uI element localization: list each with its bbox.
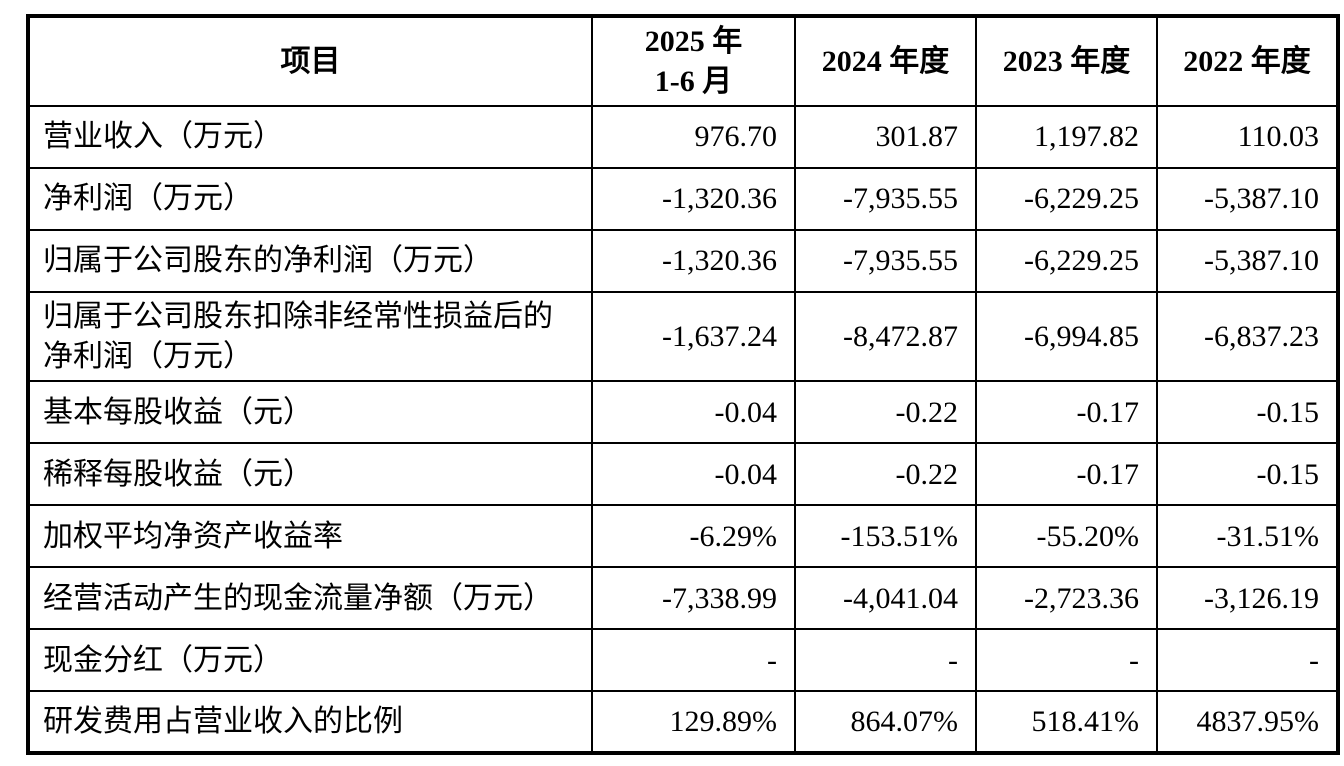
cell-value: -1,320.36: [591, 229, 796, 294]
cell-value: -0.22: [794, 380, 977, 445]
row-label: 稀释每股收益（元）: [27, 442, 593, 507]
cell-value: -0.04: [591, 442, 796, 507]
cell-value: -1,320.36: [591, 167, 796, 232]
row-label: 现金分红（万元）: [27, 628, 593, 693]
cell-value: -0.04: [591, 380, 796, 445]
cell-value: -153.51%: [794, 504, 977, 569]
cell-value: -31.51%: [1156, 504, 1339, 569]
table-row-net-profit-excl-nonrecurring: 归属于公司股东扣除非经常性损益后的净利润（万元） -1,637.24 -8,47…: [27, 291, 1339, 383]
cell-value: -5,387.10: [1156, 229, 1339, 294]
cell-value: -6,229.25: [975, 167, 1158, 232]
cell-value: -0.17: [975, 380, 1158, 445]
table-row-diluted-eps: 稀释每股收益（元） -0.04 -0.22 -0.17 -0.15: [27, 442, 1339, 507]
cell-value: -7,338.99: [591, 566, 796, 631]
cell-value: -2,723.36: [975, 566, 1158, 631]
cell-value: -5,387.10: [1156, 167, 1339, 232]
cell-value: -6,837.23: [1156, 291, 1339, 383]
table-row-weighted-avg-roe: 加权平均净资产收益率 -6.29% -153.51% -55.20% -31.5…: [27, 504, 1339, 569]
cell-value: 976.70: [591, 105, 796, 170]
table-row-net-profit-to-shareholders: 归属于公司股东的净利润（万元） -1,320.36 -7,935.55 -6,2…: [27, 229, 1339, 294]
table-row-operating-revenue: 营业收入（万元） 976.70 301.87 1,197.82 110.03: [27, 105, 1339, 170]
financial-indicators-table: 项目 2025 年 1-6 月 2024 年度 2023 年度 2022 年度 …: [26, 14, 1340, 756]
row-label: 加权平均净资产收益率: [27, 504, 593, 569]
cell-value: 110.03: [1156, 105, 1339, 170]
table-row-cash-dividend: 现金分红（万元） - - - -: [27, 628, 1339, 693]
cell-value: -4,041.04: [794, 566, 977, 631]
cell-value: -0.22: [794, 442, 977, 507]
cell-value: 301.87: [794, 105, 977, 170]
cell-value: -7,935.55: [794, 167, 977, 232]
cell-value: -0.15: [1156, 442, 1339, 507]
cell-value: 864.07%: [794, 690, 977, 755]
row-label: 营业收入（万元）: [27, 105, 593, 170]
row-label: 基本每股收益（元）: [27, 380, 593, 445]
cell-value: -8,472.87: [794, 291, 977, 383]
cell-value: -0.17: [975, 442, 1158, 507]
row-label: 净利润（万元）: [27, 167, 593, 232]
row-label: 研发费用占营业收入的比例: [27, 690, 593, 755]
column-header-2023: 2023 年度: [975, 14, 1158, 108]
cell-value: -: [1156, 628, 1339, 693]
cell-value: 1,197.82: [975, 105, 1158, 170]
cell-value: 129.89%: [591, 690, 796, 755]
column-header-2022: 2022 年度: [1156, 14, 1339, 108]
cell-value: 518.41%: [975, 690, 1158, 755]
cell-value: -: [591, 628, 796, 693]
table-row-net-profit: 净利润（万元） -1,320.36 -7,935.55 -6,229.25 -5…: [27, 167, 1339, 232]
table-row-rd-expense-ratio: 研发费用占营业收入的比例 129.89% 864.07% 518.41% 483…: [27, 690, 1339, 755]
financial-indicators-table-wrap: 项目 2025 年 1-6 月 2024 年度 2023 年度 2022 年度 …: [26, 14, 1340, 756]
cell-value: -6.29%: [591, 504, 796, 569]
cell-value: -7,935.55: [794, 229, 977, 294]
cell-value: -: [975, 628, 1158, 693]
cell-value: -6,994.85: [975, 291, 1158, 383]
table-row-basic-eps: 基本每股收益（元） -0.04 -0.22 -0.17 -0.15: [27, 380, 1339, 445]
cell-value: -1,637.24: [591, 291, 796, 383]
table-header-row: 项目 2025 年 1-6 月 2024 年度 2023 年度 2022 年度: [27, 14, 1339, 108]
cell-value: -0.15: [1156, 380, 1339, 445]
cell-value: -55.20%: [975, 504, 1158, 569]
cell-value: 4837.95%: [1156, 690, 1339, 755]
column-header-2024: 2024 年度: [794, 14, 977, 108]
row-label: 归属于公司股东的净利润（万元）: [27, 229, 593, 294]
cell-value: -: [794, 628, 977, 693]
column-header-item: 项目: [27, 14, 593, 108]
cell-value: -3,126.19: [1156, 566, 1339, 631]
row-label: 归属于公司股东扣除非经常性损益后的净利润（万元）: [27, 291, 593, 383]
row-label: 经营活动产生的现金流量净额（万元）: [27, 566, 593, 631]
cell-value: -6,229.25: [975, 229, 1158, 294]
table-row-operating-cash-flow: 经营活动产生的现金流量净额（万元） -7,338.99 -4,041.04 -2…: [27, 566, 1339, 631]
column-header-2025-h1: 2025 年 1-6 月: [591, 14, 796, 108]
